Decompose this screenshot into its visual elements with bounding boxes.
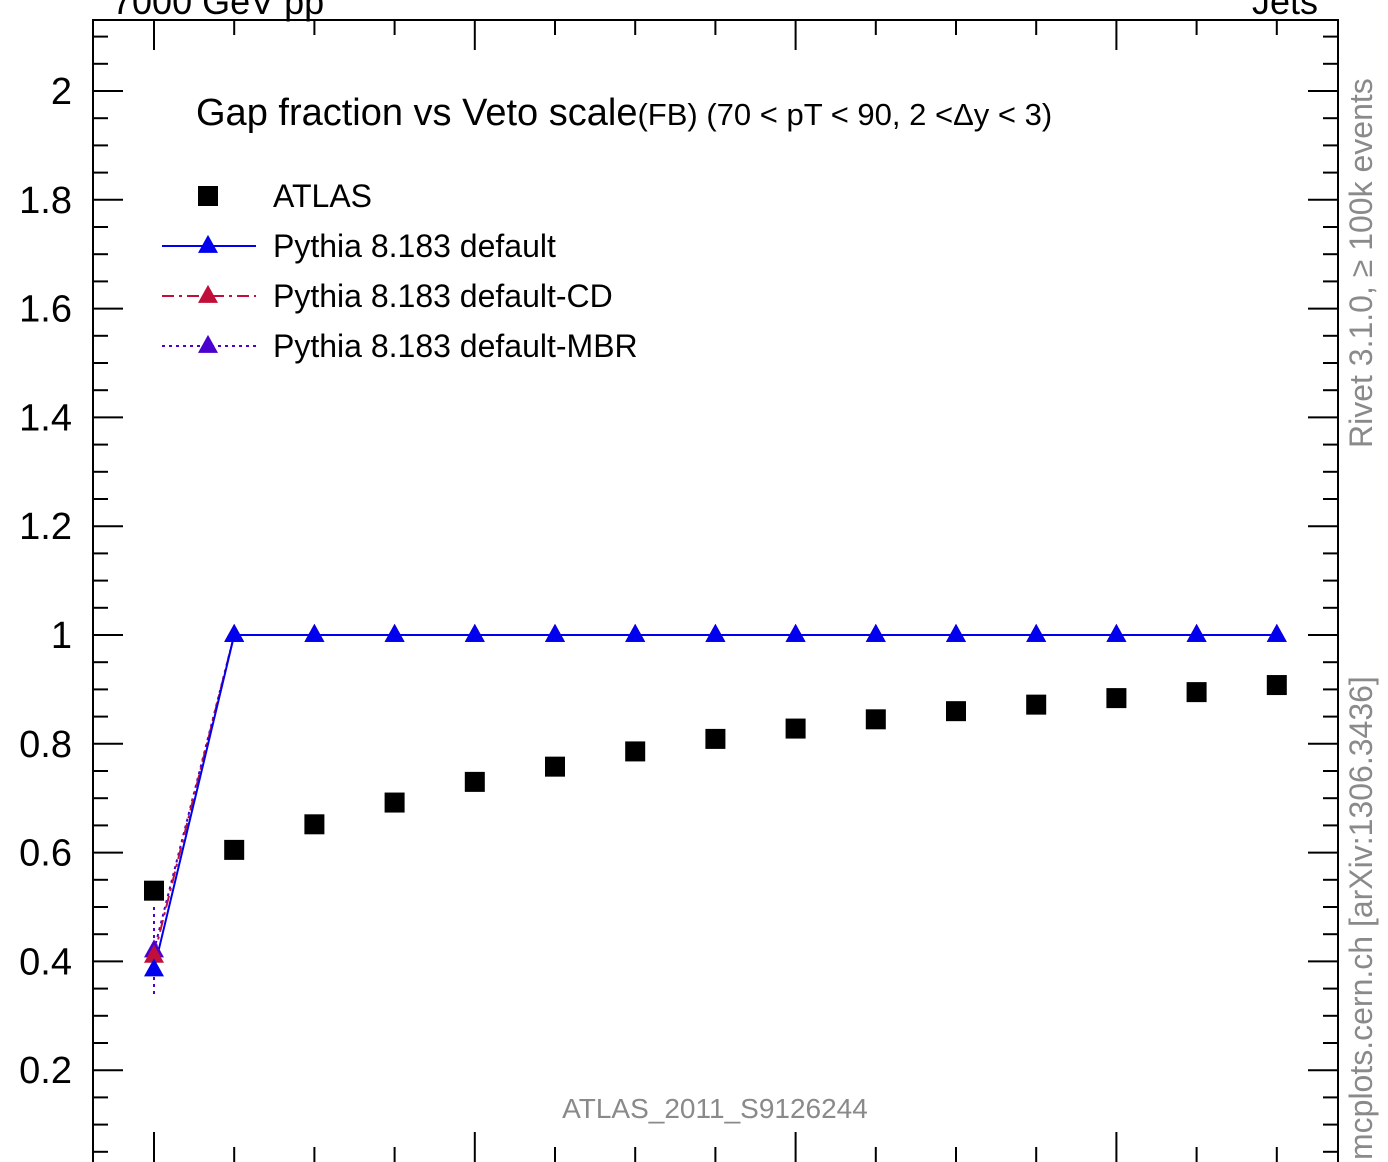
atlas-point — [1266, 675, 1287, 696]
series-1-point — [785, 623, 806, 642]
side-label-lower: mcplots.cern.ch [arXiv:1306.3436] — [1343, 676, 1379, 1160]
side-label-upper: Rivet 3.1.0, ≥ 100k events — [1343, 78, 1379, 448]
legend-marker — [198, 334, 218, 353]
series-1-point — [705, 623, 726, 642]
atlas-point — [464, 771, 485, 792]
atlas-point — [1186, 682, 1207, 703]
y-tick-label: 2 — [51, 71, 72, 113]
watermark: ATLAS_2011_S9126244 — [562, 1093, 868, 1124]
legend-marker — [198, 234, 218, 253]
atlas-point — [865, 709, 886, 730]
atlas-point — [224, 839, 245, 860]
y-tick-label: 1.6 — [19, 289, 72, 331]
atlas-point — [144, 880, 164, 901]
atlas-point — [545, 756, 565, 777]
series-1-point — [464, 623, 485, 642]
y-tick-label: 1.2 — [19, 506, 72, 548]
series-1-point — [545, 623, 565, 642]
series-1-point — [625, 623, 646, 642]
y-tick-label: 0.2 — [19, 1050, 72, 1092]
title-main: Gap fraction vs Veto scale — [196, 92, 637, 134]
atlas-point — [1106, 688, 1127, 709]
y-tick-label: 0.6 — [19, 833, 72, 875]
header-right: Jets — [1252, 0, 1318, 22]
series-1-point — [144, 958, 164, 977]
axes: 0.2 0.4 0.6 0.8 1 1.2 1.4 1.6 1.8 2 — [19, 19, 1339, 1162]
series-1-point — [1186, 623, 1207, 642]
y-tick-label: 0.8 — [19, 724, 72, 766]
atlas-point — [1026, 694, 1047, 715]
atlas-point — [705, 728, 726, 749]
legend-label: ATLAS — [273, 178, 372, 214]
series-1-point — [946, 623, 966, 642]
legend-marker-atlas — [198, 186, 218, 206]
legend-label: Pythia 8.183 default-MBR — [273, 328, 638, 364]
legend-marker — [198, 284, 218, 303]
title-detail: (FB) (70 < pT < 90, 2 <Δy < 3) — [637, 97, 1052, 132]
atlas-point — [625, 741, 646, 762]
series-line-2 — [153, 634, 1277, 957]
legend-label: Pythia 8.183 default — [273, 228, 556, 264]
y-tick-label: 1.8 — [19, 180, 72, 222]
series-1-point — [384, 623, 405, 642]
series-2-point — [144, 944, 164, 963]
atlas-point — [785, 718, 806, 739]
series-1-point — [1106, 623, 1127, 642]
series-1-point — [304, 623, 325, 642]
y-tick-label: 1.4 — [19, 397, 72, 439]
chart-title: Gap fraction vs Veto scale(FB) (70 < pT … — [196, 92, 1052, 134]
atlas-point — [946, 701, 966, 722]
series-1-point — [224, 623, 245, 642]
series-layer — [144, 623, 1287, 995]
legend-label: Pythia 8.183 default-CD — [273, 278, 613, 314]
series-line-1 — [153, 634, 1277, 970]
legend: ATLAS Pythia 8.183 default Pythia 8.183 de… — [162, 178, 638, 364]
atlas-point — [304, 814, 325, 835]
y-tick-label: 1 — [51, 615, 72, 657]
header-left: 7000 GeV pp — [112, 0, 324, 22]
atlas-point — [384, 792, 405, 813]
series-line-3 — [153, 634, 1277, 951]
series-1-point — [1266, 623, 1287, 642]
y-tick-label: 0.4 — [19, 941, 72, 983]
series-1-point — [1026, 623, 1047, 642]
series-1-point — [865, 623, 886, 642]
